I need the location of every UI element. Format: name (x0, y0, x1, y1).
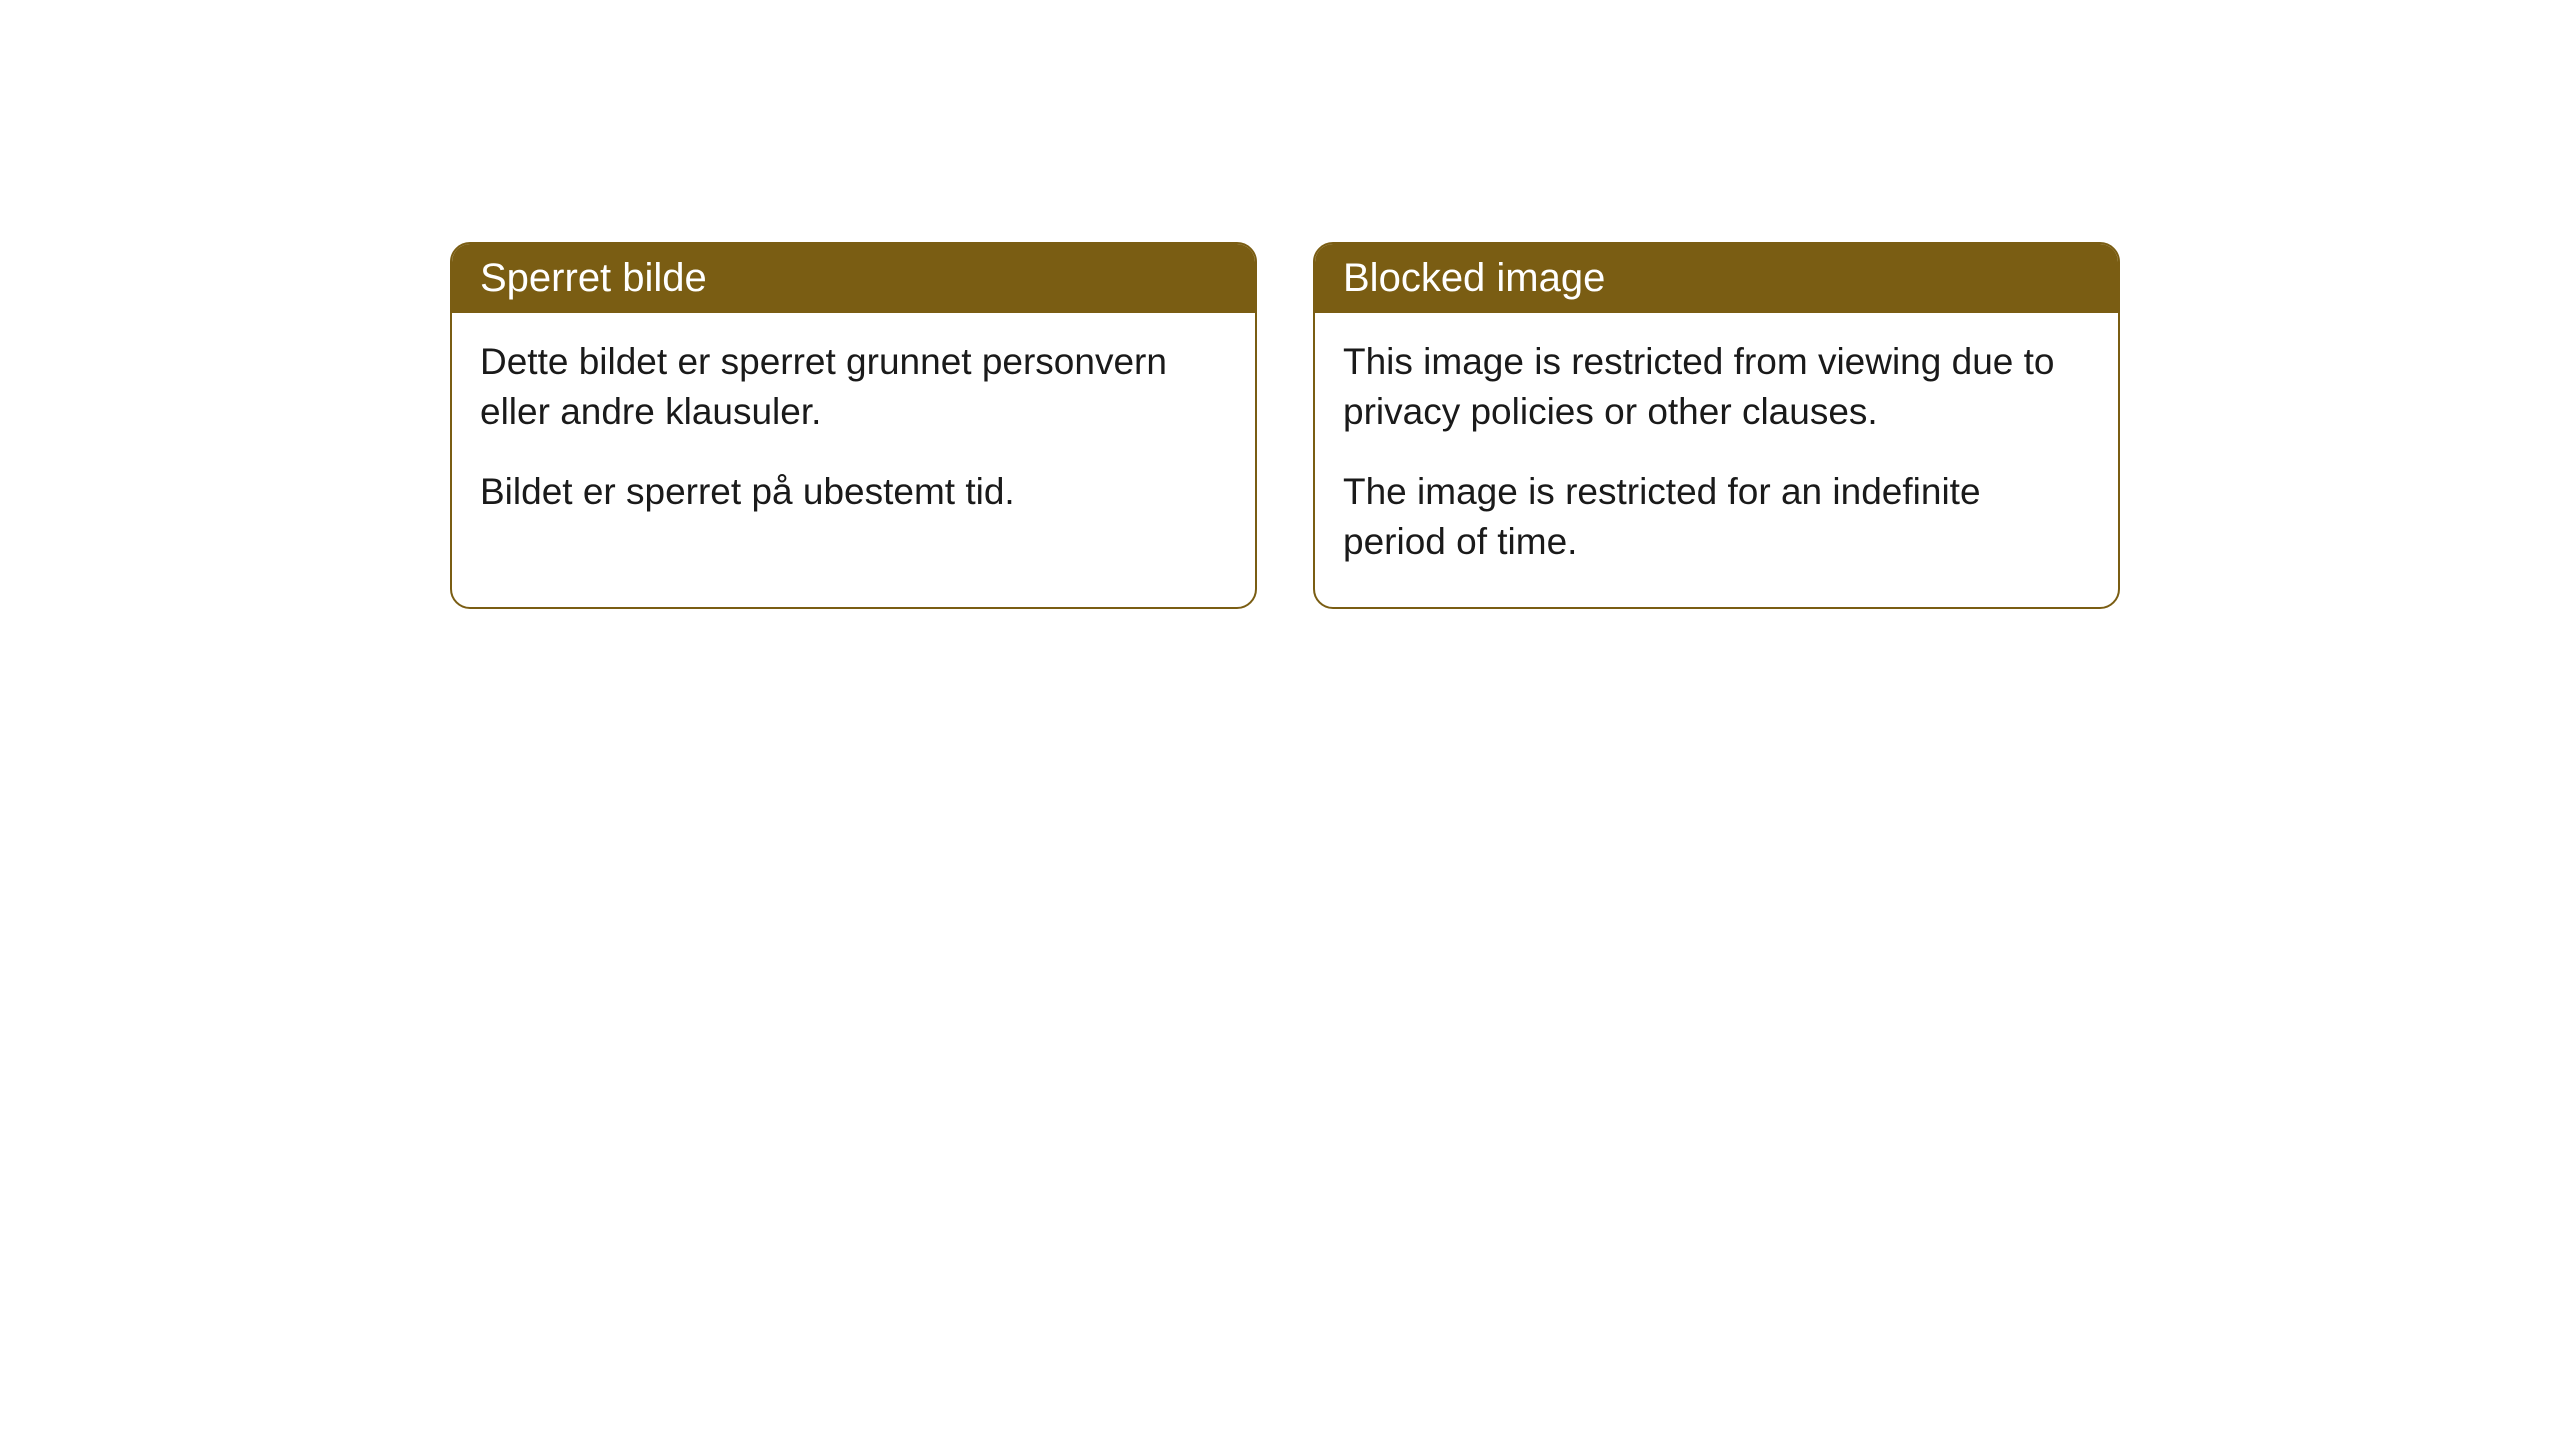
card-paragraph: The image is restricted for an indefinit… (1343, 467, 2090, 567)
card-header: Sperret bilde (452, 244, 1255, 313)
card-title: Sperret bilde (480, 256, 707, 300)
blocked-image-card-norwegian: Sperret bilde Dette bildet er sperret gr… (450, 242, 1257, 609)
card-paragraph: Dette bildet er sperret grunnet personve… (480, 337, 1227, 437)
card-paragraph: Bildet er sperret på ubestemt tid. (480, 467, 1227, 517)
blocked-image-card-english: Blocked image This image is restricted f… (1313, 242, 2120, 609)
card-body: This image is restricted from viewing du… (1315, 313, 2118, 607)
card-body: Dette bildet er sperret grunnet personve… (452, 313, 1255, 557)
notice-cards-container: Sperret bilde Dette bildet er sperret gr… (450, 242, 2120, 609)
card-header: Blocked image (1315, 244, 2118, 313)
card-paragraph: This image is restricted from viewing du… (1343, 337, 2090, 437)
card-title: Blocked image (1343, 256, 1605, 300)
